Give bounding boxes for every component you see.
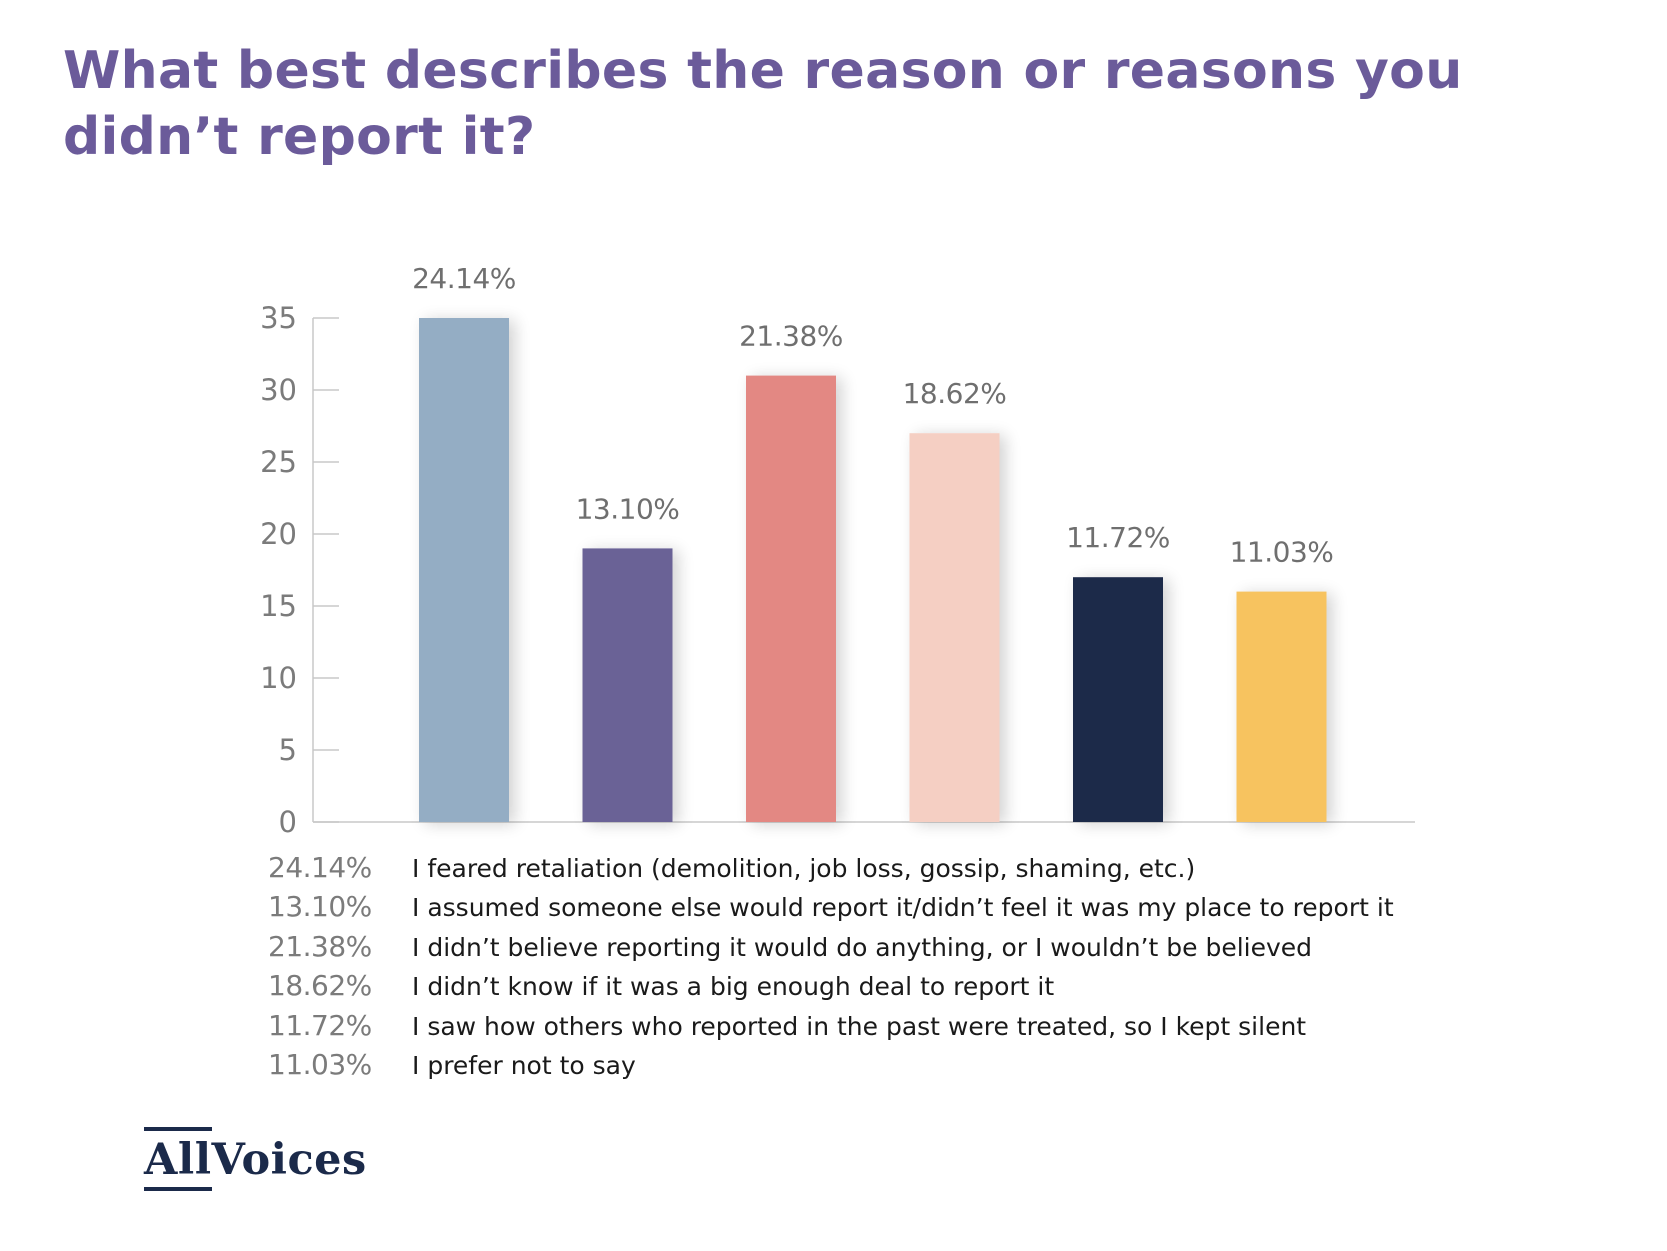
bar xyxy=(1073,577,1163,822)
bar-data-label: 11.03% xyxy=(1230,536,1334,569)
legend-label: I assumed someone else would report it/d… xyxy=(412,893,1394,923)
logo-text-all: All xyxy=(144,1127,212,1191)
legend-item: 13.10% I assumed someone else would repor… xyxy=(268,890,1548,929)
chart-title-line-2: didn’t report it? xyxy=(63,107,536,167)
legend-label: I prefer not to say xyxy=(412,1050,636,1080)
bar xyxy=(909,433,1000,822)
bars xyxy=(419,318,1327,822)
legend-label: I feared retaliation (demolition, job lo… xyxy=(412,854,1196,883)
bar xyxy=(582,548,673,822)
bar-data-label: 24.14% xyxy=(412,262,516,295)
legend-label: I saw how others who reported in the pas… xyxy=(412,1011,1307,1041)
legend-percent: 11.72% xyxy=(268,1008,372,1042)
logo-text-voices: Voices xyxy=(211,1135,367,1185)
y-tick-label: 0 xyxy=(279,805,297,839)
chart-title: What best describes the reason or reason… xyxy=(63,38,1563,170)
legend-percent: 11.03% xyxy=(268,1047,372,1081)
y-axis: 0 5 10 15 20 25 30 35 xyxy=(260,301,1415,839)
bar-chart: 0 5 10 15 20 25 30 35 24.14% 13.10% 21.38% 18.62% 1… xyxy=(260,262,1415,839)
legend-item: 21.38% I didn’t believe reporting it woul… xyxy=(268,930,1548,969)
legend-item: 18.62% I didn’t know if it was a big enou… xyxy=(268,969,1548,1008)
y-tick-label: 5 xyxy=(279,733,297,767)
legend-percent: 13.10% xyxy=(268,890,372,924)
bar xyxy=(746,375,836,822)
legend-label: I didn’t believe reporting it would do a… xyxy=(412,932,1313,962)
y-tick-label: 20 xyxy=(260,517,297,551)
y-tick-label: 35 xyxy=(260,301,297,335)
bar-labels: 24.14% 13.10% 21.38% 18.62% 11.72% 11.03% xyxy=(412,262,1334,569)
legend-percent: 18.62% xyxy=(268,969,372,1003)
y-tick-label: 15 xyxy=(260,589,297,623)
legend-item: 11.72% I saw how others who reported in t… xyxy=(268,1009,1548,1048)
legend-percent: 21.38% xyxy=(268,929,372,963)
bar xyxy=(1236,591,1327,822)
legend-item: 11.03% I prefer not to say xyxy=(268,1048,1548,1087)
y-tick-label: 30 xyxy=(260,373,297,407)
y-tick-label: 10 xyxy=(260,661,297,695)
legend-item: 24.14% I feared retaliation (demolition, … xyxy=(268,851,1548,890)
y-tick-label: 25 xyxy=(260,445,297,479)
legend-percent: 24.14% xyxy=(268,851,372,884)
legend-label: I didn’t know if it was a big enough dea… xyxy=(412,972,1055,1002)
bar-data-label: 21.38% xyxy=(739,320,843,353)
bar xyxy=(419,318,509,822)
chart-title-line-1: What best describes the reason or reason… xyxy=(63,41,1463,101)
allvoices-logo: AllVoices xyxy=(144,1126,367,1194)
legend: 24.14% I feared retaliation (demolition, … xyxy=(268,851,1548,1087)
bar-data-label: 11.72% xyxy=(1066,521,1170,554)
bar-data-label: 13.10% xyxy=(576,492,680,525)
bar-data-label: 18.62% xyxy=(903,377,1007,410)
